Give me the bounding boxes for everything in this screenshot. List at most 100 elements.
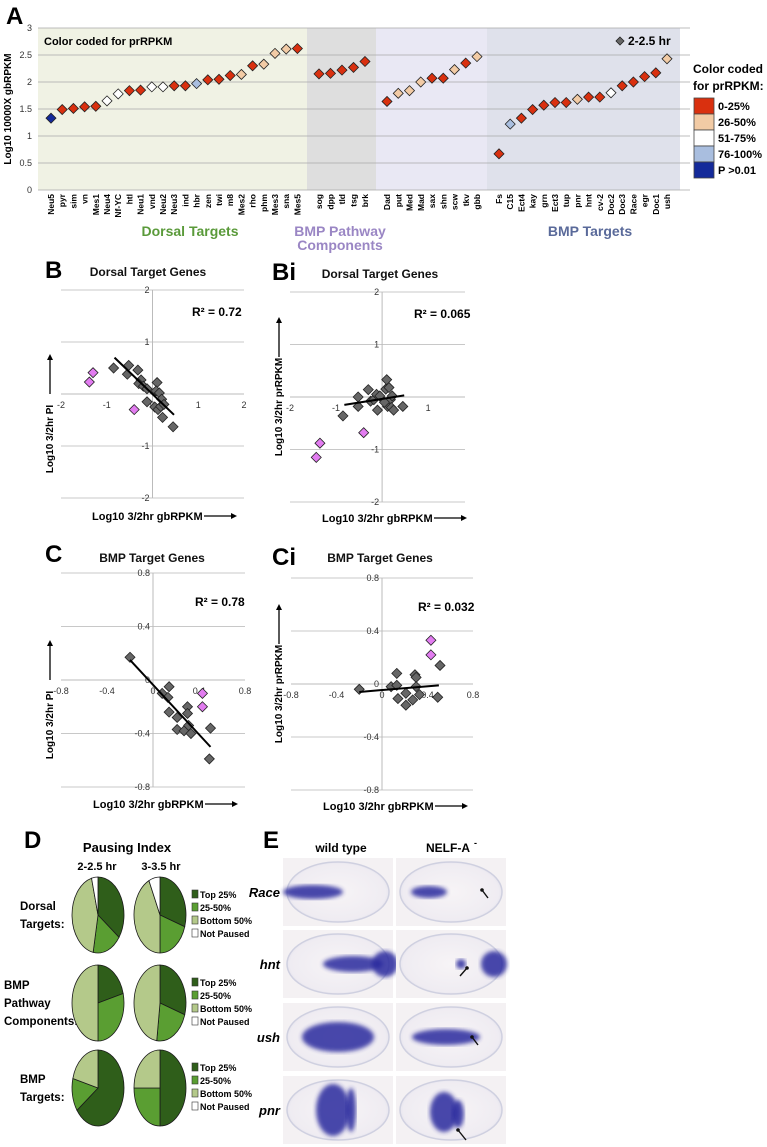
y-tick-label: 0.8 <box>366 573 379 583</box>
pie-slice <box>156 1002 186 1042</box>
data-point-gray <box>392 693 404 705</box>
y-tick-label: -2 <box>141 493 149 503</box>
data-point <box>493 148 505 160</box>
data-point-gray <box>400 687 412 699</box>
gene-label: Neu1 <box>136 194 146 215</box>
embryo-wild-type <box>283 858 393 926</box>
data-point-gray <box>185 727 197 740</box>
legend-label: Bottom 50% <box>200 1004 252 1014</box>
gene-label: dpp <box>326 194 336 210</box>
y-tick-label: 2 <box>27 77 32 87</box>
pie-slice <box>133 1087 161 1127</box>
column-header: wild type <box>314 841 367 855</box>
plot-title: BMP Target Genes <box>327 551 433 565</box>
pie-slice <box>159 876 187 928</box>
gene-label: Mad <box>416 194 426 211</box>
data-point-gray <box>388 404 400 416</box>
data-point-pink <box>128 404 140 416</box>
row-label: Dorsal <box>20 901 56 913</box>
gene-label: Neu4 <box>102 194 112 215</box>
legend-label: Not Paused <box>200 929 250 939</box>
x-tick-label: 2 <box>241 400 246 410</box>
gene-label: rho <box>248 194 258 208</box>
data-point <box>560 96 572 109</box>
panel-d-pies: D Pausing Index 2-2.5 hr 3-3.5 hr Dorsal Targ… <box>4 827 252 1127</box>
y-tick-label: 1 <box>144 337 149 347</box>
trendline <box>129 659 212 748</box>
gene-label: sax <box>427 194 437 208</box>
gene-label: Nf-YC <box>113 194 123 218</box>
gene-label: ind <box>180 194 190 207</box>
expression-stain <box>302 1022 374 1052</box>
data-point-gray <box>400 699 412 711</box>
data-point <box>258 58 270 70</box>
legend-title: Color coded <box>693 62 763 76</box>
pie-slice <box>97 964 124 1004</box>
data-point <box>67 102 79 115</box>
x-arrowhead-icon <box>461 515 467 521</box>
data-point <box>123 85 135 97</box>
gene-label: hnt <box>260 957 281 972</box>
gene-label: Med <box>405 194 415 211</box>
x-tick-label: 0.4 <box>193 686 206 696</box>
data-point-gray <box>381 374 393 386</box>
row-label: Targets: <box>20 919 65 931</box>
panel-c: C BMP Target Genes -0.8 -0.4 0 0.4 0.8 -0.8 -0.4… <box>45 541 251 811</box>
data-point-gray <box>352 391 364 403</box>
y-tick-label: -2 <box>371 497 379 507</box>
y-tick-label: 0 <box>27 185 32 195</box>
data-point <box>515 112 527 124</box>
panel-letter: Ci <box>272 544 296 571</box>
x-tick-label: -0.8 <box>53 686 69 696</box>
data-point <box>101 95 113 107</box>
data-point-pink <box>83 376 95 388</box>
group-label-pathway: BMP Pathway <box>294 223 386 239</box>
legend-swatch <box>693 145 715 163</box>
panel-ci: Ci BMP Target Genes -0.8 -0.4 0 0.4 0.8 -0.8 -0.… <box>272 544 479 813</box>
y-tick-label: 2 <box>144 285 149 295</box>
expression-stain <box>481 951 507 977</box>
data-point <box>471 51 483 63</box>
legend-swatch <box>693 161 715 179</box>
arrowhead-icon <box>480 888 484 892</box>
data-point <box>381 95 393 108</box>
data-point <box>415 76 427 88</box>
y-tick-label: -0.4 <box>363 732 379 742</box>
legend-swatch <box>693 129 715 147</box>
y-arrowhead-icon <box>276 604 282 610</box>
legend-swatch <box>191 1075 199 1085</box>
gene-label: Race <box>628 194 638 215</box>
panel-letter-e: E <box>263 827 279 854</box>
data-point-gray <box>203 753 215 765</box>
y-tick-label: -0.4 <box>134 729 150 739</box>
data-point-gray <box>432 691 444 703</box>
data-point <box>112 88 124 100</box>
legend-label: P >0.01 <box>718 165 756 177</box>
embryo-nelf-a <box>396 1076 506 1144</box>
data-point <box>224 69 236 82</box>
legend-swatch <box>191 1062 199 1072</box>
arrowhead-icon <box>465 966 469 970</box>
data-point-gray <box>204 722 217 734</box>
pie-slice <box>97 876 125 939</box>
x-tick-label: 0 <box>150 686 155 696</box>
pie-slice <box>76 1049 125 1127</box>
gene-label: cv-2 <box>595 194 605 211</box>
x-tick-label: -0.4 <box>99 686 115 696</box>
pie-slice <box>133 1049 161 1089</box>
legend-label: Top 25% <box>200 1063 236 1073</box>
y-tick-label: -1 <box>371 445 379 455</box>
data-point <box>247 60 259 72</box>
gene-label: htl <box>124 194 134 204</box>
gene-label: Doc1 <box>651 194 661 215</box>
legend-swatch <box>191 990 199 1000</box>
embryo-wild-type <box>283 1003 393 1071</box>
gene-label: sim <box>68 194 78 209</box>
legend-label: 26-50% <box>718 117 756 129</box>
embryo-nelf-a <box>396 1003 506 1071</box>
y-axis-label: Log10 3/2hr prRPKM <box>274 358 285 456</box>
panel-bi: Bi Dorsal Target Genes -2 -1 1 -2 -1 1 2 R² = 0.0… <box>272 259 471 525</box>
legend-swatch <box>191 1101 199 1111</box>
data-point <box>157 81 169 93</box>
data-point <box>627 76 639 88</box>
